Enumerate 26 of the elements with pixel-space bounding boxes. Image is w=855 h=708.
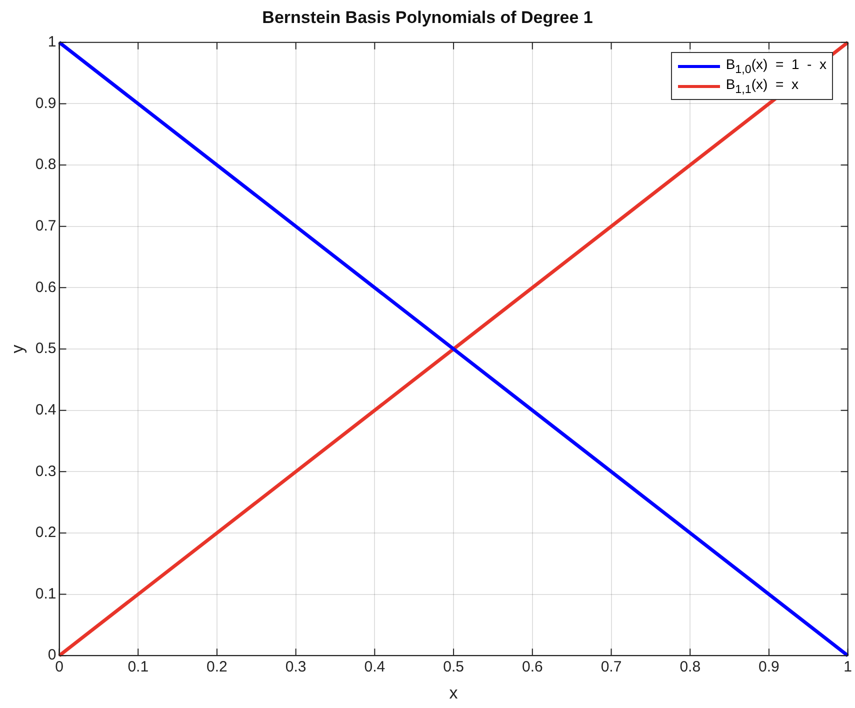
- x-tick-label: 0.3: [285, 658, 306, 676]
- x-tick-label: 0.4: [364, 658, 386, 676]
- x-tick-label: 1: [844, 658, 852, 676]
- y-tick-label: 0.1: [35, 585, 56, 602]
- x-axis-title: x: [449, 683, 458, 702]
- y-tick-label: 0.3: [35, 462, 56, 480]
- x-tick-label: 0.5: [443, 658, 464, 676]
- x-tick-label: 0.6: [522, 658, 543, 676]
- x-tick-label: 0.9: [758, 658, 780, 676]
- x-tick-label: 0.2: [206, 658, 228, 676]
- chart-title: Bernstein Basis Polynomials of Degree 1: [262, 8, 593, 27]
- y-tick-label: 0.6: [35, 278, 56, 296]
- x-tick-label: 0.7: [600, 658, 622, 676]
- y-axis-title: y: [8, 344, 27, 354]
- y-tick-label: 0.7: [35, 218, 56, 234]
- y-tick-label: 1: [48, 34, 56, 51]
- y-tick-label: 0.4: [35, 401, 56, 418]
- y-tick-label: 0: [48, 646, 56, 664]
- y-tick-label: 0.9: [35, 94, 56, 112]
- y-tick-label: 0.2: [35, 524, 56, 542]
- x-tick-label: 0.8: [680, 658, 701, 676]
- y-tick-label: 0.8: [35, 156, 56, 174]
- y-tick-label: 0.5: [35, 340, 56, 358]
- legend-label: B$_{1,0}$(x) = 1 - x: [726, 56, 826, 76]
- legend-label: B$_{1,1}$(x) = x: [726, 76, 798, 96]
- x-tick-label: 0.1: [128, 658, 149, 676]
